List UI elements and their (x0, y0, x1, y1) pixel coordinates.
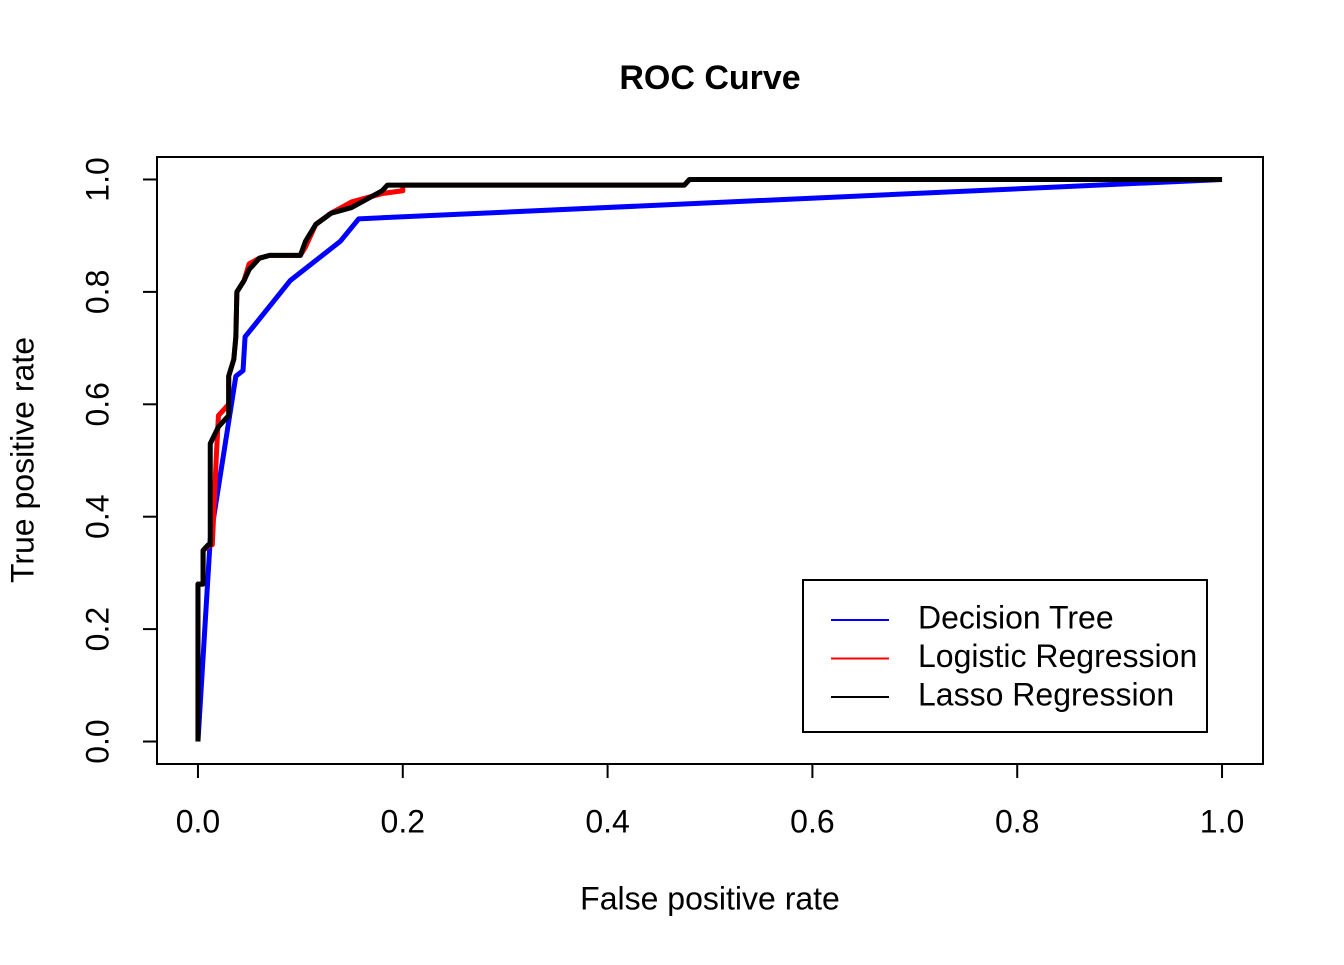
x-tick-label: 0.4 (585, 803, 629, 839)
legend-box (802, 579, 1208, 733)
roc-line (195, 176, 1223, 742)
y-tick-label: 0.0 (79, 719, 115, 763)
y-tick-label: 0.6 (79, 382, 115, 426)
y-tick-label: 0.8 (79, 270, 115, 314)
y-axis-label: True positive rate (4, 337, 40, 583)
x-tick-label: 0.6 (790, 803, 834, 839)
x-axis-label: False positive rate (580, 880, 840, 916)
x-tick-label: 0.0 (176, 803, 220, 839)
chart-title: ROC Curve (619, 59, 800, 97)
y-tick-label: 0.4 (79, 494, 115, 538)
y-tick-label: 0.2 (79, 607, 115, 651)
x-tick-label: 0.8 (995, 803, 1039, 839)
plot-frame (156, 156, 1264, 765)
roc-line (195, 176, 1223, 742)
x-tick-label: 0.2 (381, 803, 425, 839)
y-tick-label: 1.0 (79, 157, 115, 201)
legend-label: Decision Tree (918, 599, 1114, 635)
legend-label: Lasso Regression (918, 676, 1174, 712)
x-tick-label: 1.0 (1200, 803, 1244, 839)
legend-label: Logistic Regression (918, 638, 1197, 674)
